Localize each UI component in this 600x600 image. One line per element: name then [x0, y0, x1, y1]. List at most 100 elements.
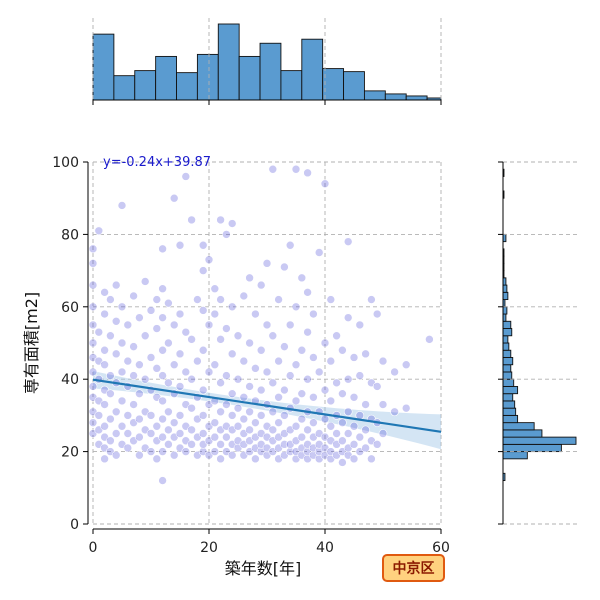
scatter-point — [361, 443, 370, 453]
scatter-point — [349, 454, 359, 464]
scatter-point — [239, 291, 249, 301]
scatter-point — [256, 345, 266, 355]
scatter-point — [164, 378, 173, 388]
scatter-point — [291, 396, 301, 406]
marginal-y-bar — [502, 407, 517, 416]
scatter-point — [320, 179, 330, 189]
scatter-point — [135, 360, 144, 370]
scatter-point — [158, 396, 167, 406]
marginal-y-bar — [502, 451, 528, 460]
scatter-point — [303, 288, 312, 297]
scatter-point — [210, 432, 220, 442]
scatter-point — [326, 356, 336, 366]
scatter-point — [123, 411, 133, 420]
marginal-y-bar — [502, 335, 509, 344]
scatter-point — [204, 320, 214, 330]
scatter-point — [187, 335, 196, 344]
scatter-point — [94, 411, 104, 420]
scatter-point — [262, 367, 272, 377]
scatter-point — [326, 396, 336, 406]
scatter-point — [338, 436, 347, 446]
scatter-point — [117, 396, 127, 406]
scatter-point — [297, 345, 307, 355]
scatter-point — [106, 389, 115, 398]
scatter-point — [88, 280, 98, 290]
scatter-point — [274, 418, 283, 427]
scatter-point — [181, 327, 191, 337]
scatter-point — [158, 371, 167, 380]
scatter-point — [117, 302, 127, 312]
marginal-y-bar — [502, 328, 513, 337]
scatter-point — [164, 440, 173, 449]
scatter-point — [164, 338, 173, 348]
scatter-point — [425, 335, 434, 344]
scatter-point — [239, 392, 249, 402]
scatter-point — [239, 414, 249, 424]
scatter-point — [88, 244, 98, 254]
scatter-point — [303, 425, 312, 435]
regression-equation: y=-0.24x+39.87 — [103, 155, 211, 170]
scatter-point — [309, 309, 318, 319]
scatter-point — [210, 447, 220, 456]
scatter-point — [285, 371, 295, 380]
scatter-point — [343, 374, 353, 384]
marginal-x-bar — [238, 55, 261, 101]
scatter-point — [401, 403, 411, 413]
y-tick-label: 100 — [52, 155, 79, 171]
scatter-point — [233, 421, 243, 431]
scatter-point — [227, 389, 237, 398]
scatter-point — [117, 367, 127, 377]
scatter-point — [88, 367, 98, 377]
scatter-point — [135, 313, 144, 322]
scatter-point — [332, 331, 341, 341]
scatter-point — [390, 407, 399, 417]
scatter-point — [216, 454, 225, 464]
scatter-point — [152, 364, 162, 373]
scatter-point — [262, 259, 272, 268]
marginal-y-bar — [502, 429, 543, 438]
scatter-point — [367, 295, 376, 304]
scatter-point — [285, 240, 295, 250]
marginal-y-bar — [502, 393, 514, 402]
scatter-point — [216, 440, 225, 449]
scatter-point — [314, 248, 324, 257]
scatter-point — [169, 450, 179, 460]
scatter-point — [111, 407, 121, 417]
scatter-point — [175, 382, 185, 391]
scatter-point — [361, 349, 370, 359]
scatter-point — [251, 418, 260, 427]
scatter-point — [158, 284, 167, 294]
marginal-x-bar — [384, 93, 407, 101]
scatter-point — [256, 280, 266, 290]
marginal-y-bar — [502, 422, 535, 431]
district-badge: 中京区 — [382, 554, 445, 582]
marginal-x-bar — [280, 70, 303, 101]
scatter-point — [343, 429, 353, 438]
scatter-point — [251, 364, 260, 373]
scatter-point — [88, 338, 98, 348]
scatter-point — [106, 414, 115, 424]
scatter-point — [245, 273, 254, 283]
scatter-point — [355, 371, 365, 380]
scatter-point — [349, 353, 359, 362]
scatter-point — [268, 425, 278, 435]
scatter-point — [198, 345, 208, 355]
scatter-point — [401, 360, 411, 370]
scatter-point — [88, 259, 98, 268]
scatter-point — [187, 215, 196, 225]
scatter-point — [245, 382, 254, 391]
scatter-point — [222, 432, 231, 442]
scatter-point — [280, 385, 289, 395]
scatter-point — [291, 421, 301, 431]
scatter-point — [198, 266, 208, 275]
scatter-point — [111, 316, 121, 326]
scatter-point — [169, 193, 179, 203]
scatter-point — [268, 407, 278, 417]
scatter-point — [152, 421, 162, 431]
scatter-point — [239, 356, 249, 366]
marginal-y-bar — [502, 349, 512, 358]
marginal-y-bar — [502, 385, 519, 395]
y-tick-label: 40 — [61, 372, 79, 388]
scatter-point — [129, 371, 138, 380]
marginal-x-histogram — [92, 23, 442, 101]
